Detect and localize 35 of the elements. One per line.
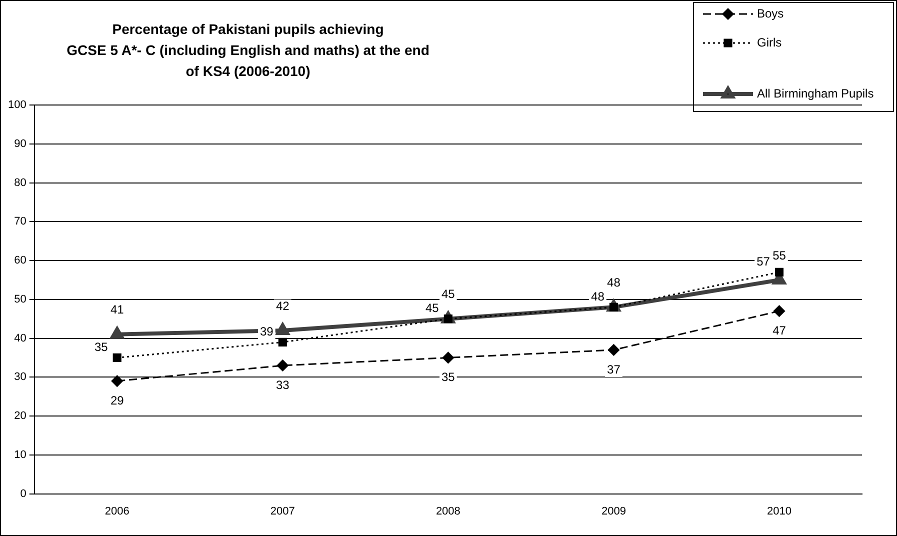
x-tick-label: 2006: [104, 505, 130, 518]
x-tick-label: 2010: [766, 505, 792, 518]
data-label: 29: [110, 393, 124, 408]
y-tick-label: 100: [8, 99, 26, 112]
legend-label: All Birmingham Pupils: [757, 86, 874, 100]
x-tick-label: 2008: [436, 505, 460, 518]
legend-label: Girls: [757, 35, 782, 50]
data-label: 45: [441, 287, 456, 302]
data-label: 35: [441, 370, 456, 384]
y-tick-label: 0: [20, 488, 26, 500]
data-label: 55: [772, 248, 786, 262]
data-label: 33: [276, 378, 290, 392]
data-label: 47: [772, 323, 786, 338]
data-label: 39: [260, 324, 274, 338]
data-label: 42: [276, 298, 290, 313]
y-tick-label: 90: [14, 138, 26, 150]
data-label: 57: [756, 254, 770, 268]
data-label: 48: [591, 289, 605, 304]
y-tick-label: 60: [14, 254, 26, 267]
y-tick-label: 80: [14, 176, 26, 189]
data-label: 35: [94, 340, 108, 354]
y-tick-label: 50: [14, 293, 26, 306]
data-label: 45: [425, 301, 440, 316]
y-tick-label: 30: [14, 371, 26, 384]
y-tick-label: 20: [14, 410, 26, 422]
legend-label: Boys: [757, 6, 784, 20]
y-tick-label: 70: [14, 216, 26, 228]
data-label: 48: [607, 275, 621, 290]
data-label: 41: [110, 302, 124, 317]
data-label: 37: [607, 362, 621, 376]
x-tick-label: 2009: [601, 505, 626, 518]
y-tick-label: 10: [14, 448, 26, 461]
chart-title: Percentage of Pakistani pupils achieving GCSE 5 A*- C (including English and maths) at the end of KS4 (2006-2010): [66, 20, 430, 79]
y-tick-label: 40: [14, 332, 26, 344]
x-tick-label: 2007: [270, 505, 295, 518]
